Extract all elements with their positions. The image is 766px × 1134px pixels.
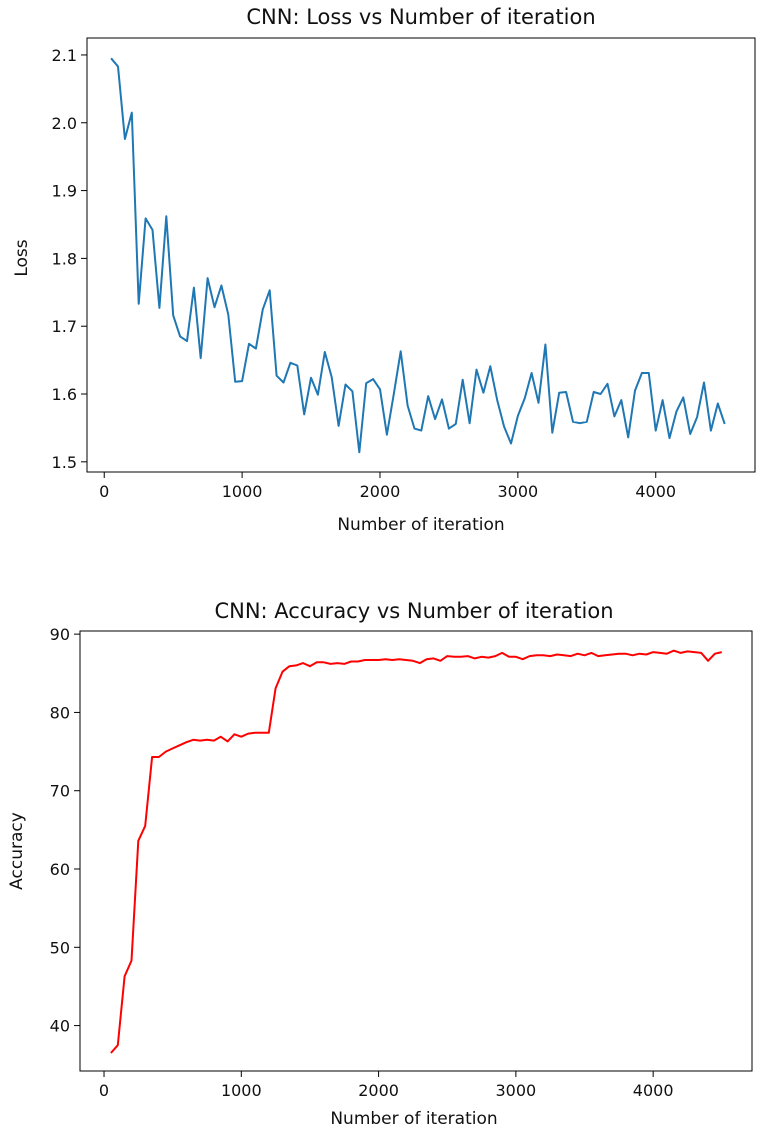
loss-series-line bbox=[110, 57, 726, 454]
x-axis-label: Number of iteration bbox=[337, 515, 504, 535]
y-tick-label: 60 bbox=[50, 860, 70, 879]
y-tick-label: 1.7 bbox=[52, 317, 77, 336]
y-tick-label: 1.9 bbox=[52, 182, 77, 201]
y-tick-label: 2.1 bbox=[52, 46, 77, 65]
accuracy-series-line bbox=[110, 649, 723, 1054]
x-tick-label: 2000 bbox=[358, 1081, 399, 1100]
x-tick-label: 4000 bbox=[635, 482, 676, 501]
y-tick-label: 80 bbox=[50, 703, 70, 722]
loss-chart: CNN: Loss vs Number of iteration 1.5 1.6 1… bbox=[12, 5, 756, 535]
chart-title: CNN: Accuracy vs Number of iteration bbox=[214, 599, 613, 623]
plot-area bbox=[86, 37, 756, 473]
chart-title: CNN: Loss vs Number of iteration bbox=[246, 5, 595, 29]
x-tick-label: 1000 bbox=[222, 482, 263, 501]
accuracy-chart: CNN: Accuracy vs Number of iteration 40 5… bbox=[7, 599, 753, 1129]
y-axis-label: Loss bbox=[12, 239, 32, 276]
y-tick-label: 2.0 bbox=[52, 114, 77, 133]
y-axis-label: Accuracy bbox=[7, 812, 27, 890]
x-tick-label: 4000 bbox=[633, 1081, 674, 1100]
x-tick-label: 0 bbox=[99, 482, 109, 501]
x-tick-label: 1000 bbox=[221, 1081, 262, 1100]
y-tick-label: 1.8 bbox=[52, 249, 77, 268]
x-tick-label: 3000 bbox=[496, 1081, 537, 1100]
y-tick-label: 40 bbox=[50, 1017, 70, 1036]
y-tick-label: 70 bbox=[50, 782, 70, 801]
y-tick-label: 1.5 bbox=[52, 453, 77, 472]
y-tick-label: 1.6 bbox=[52, 385, 77, 404]
x-tick-label: 3000 bbox=[497, 482, 538, 501]
x-axis-label: Number of iteration bbox=[330, 1109, 497, 1129]
x-tick-label: 0 bbox=[99, 1081, 109, 1100]
plot-area bbox=[79, 630, 753, 1072]
y-tick-label: 50 bbox=[50, 938, 70, 957]
x-tick-label: 2000 bbox=[360, 482, 401, 501]
y-tick-label: 90 bbox=[50, 625, 70, 644]
